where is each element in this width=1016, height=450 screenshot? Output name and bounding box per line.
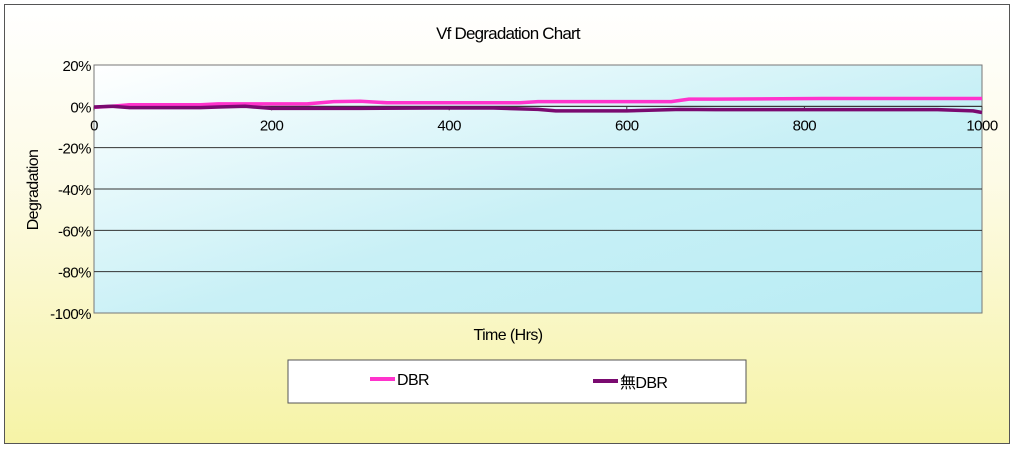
- series-line-dbr: [93, 96, 982, 110]
- y-axis-ticks: 20% 0% -20% -40% -60% -80% -100%: [50, 58, 92, 323]
- y-tick-label: 0%: [70, 99, 91, 116]
- x-tick-label: 400: [437, 117, 461, 134]
- x-tick-label: 0: [90, 117, 98, 134]
- y-tick-label: 20%: [62, 58, 91, 75]
- chart-title: Vf Degradation Chart: [436, 24, 581, 43]
- x-axis-title: Time (Hrs): [474, 327, 543, 344]
- y-tick-label: -100%: [50, 306, 91, 323]
- chart-canvas: Vf Degradation Chart 20% 0% -20% -40% -60% -8…: [25, 24, 998, 404]
- x-tick-label: 1000: [966, 117, 998, 134]
- legend-label-dbr: DBR: [397, 372, 429, 389]
- y-tick-label: -60%: [58, 223, 91, 240]
- series-lines: [93, 96, 983, 115]
- legend-label-no-dbr: 無DBR: [620, 374, 667, 392]
- chart-frame: Vf Degradation Chart 20% 0% -20% -40% -60% -8…: [4, 4, 1010, 444]
- y-tick-label: -20%: [58, 141, 91, 158]
- legend-box: [287, 359, 747, 404]
- legend: DBR 無DBR: [287, 359, 747, 404]
- x-axis-ticks: 0 200 400 600 800 1000: [90, 105, 998, 134]
- y-tick-label: -80%: [58, 265, 91, 282]
- x-tick-label: 600: [615, 117, 639, 134]
- x-tick-label: 800: [793, 117, 817, 134]
- x-tick-label: 200: [260, 117, 284, 134]
- series-line-no-dbr: [93, 104, 983, 115]
- y-tick-label: -40%: [58, 182, 91, 199]
- y-axis-title: Degradation: [25, 150, 42, 231]
